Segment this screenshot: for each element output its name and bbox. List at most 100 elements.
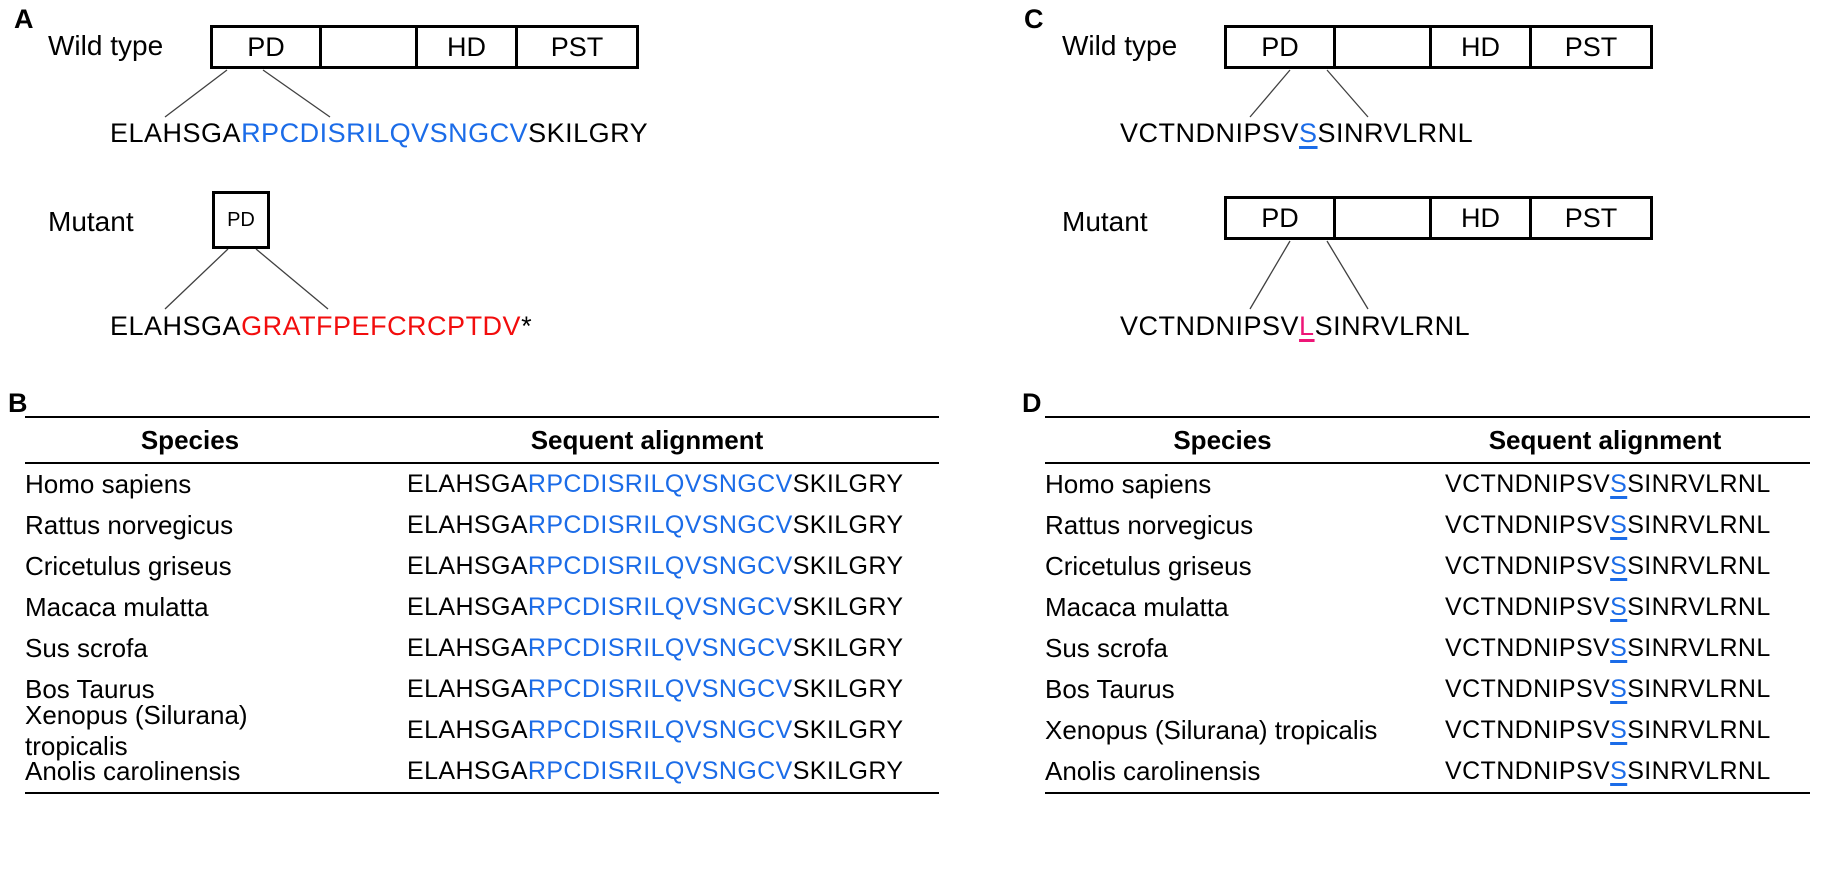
- panel-a-wildtype-label: Wild type: [48, 30, 164, 61]
- table-row: Homo sapiens ELAHSGARPCDISRILQVSNGCVSKILG…: [25, 464, 939, 505]
- species-name: Anolis carolinensis: [25, 756, 241, 786]
- domain-cell-blank: [1333, 199, 1429, 237]
- panel-a-mutant-sequence: ELAHSGAGRATFPEFCRCPTDV*: [110, 311, 532, 342]
- sequence-prefix: ELAHSGA: [407, 757, 528, 785]
- sequence-highlight: S: [1610, 552, 1628, 580]
- sequence-highlight: S: [1610, 757, 1628, 785]
- species-name: Sus scrofa: [1045, 633, 1168, 663]
- sequence-prefix: ELAHSGA: [110, 311, 242, 341]
- sequence-suffix: SKILGRY: [792, 634, 904, 662]
- sequence-suffix: SINRVLRNL: [1627, 552, 1771, 580]
- sequence-prefix: VCTNDNIPSV: [1445, 716, 1611, 744]
- column-header-species: Species: [1173, 424, 1272, 455]
- sequence-highlight: S: [1610, 593, 1628, 621]
- species-name: Sus scrofa: [25, 633, 148, 663]
- aligned-sequence: ELAHSGARPCDISRILQVSNGCVSKILGRY: [355, 511, 939, 540]
- sequence-highlight: S: [1610, 634, 1628, 662]
- species-name: Homo sapiens: [1045, 469, 1212, 499]
- sequence-suffix: SINRVLRNL: [1627, 470, 1771, 498]
- sequence-prefix: VCTNDNIPSV: [1445, 511, 1611, 539]
- sequence-prefix: ELAHSGA: [407, 634, 528, 662]
- sequence-highlight: S: [1610, 675, 1628, 703]
- sequence-prefix: ELAHSGA: [407, 675, 528, 703]
- panel-a-label: A: [14, 4, 34, 34]
- sequence-suffix: SINRVLRNL: [1627, 593, 1771, 621]
- sequence-suffix: SKILGRY: [792, 593, 904, 621]
- sequence-prefix: ELAHSGA: [407, 552, 528, 580]
- aligned-sequence: ELAHSGARPCDISRILQVSNGCVSKILGRY: [355, 634, 939, 663]
- panel-c-mutant-sequence: VCTNDNIPSVLSINRVLRNL: [1120, 311, 1470, 342]
- domain-cell-pd: PD: [247, 31, 285, 62]
- sequence-suffix: SINRVLRNL: [1627, 675, 1771, 703]
- sequence-suffix: SINRVLRNL: [1627, 757, 1771, 785]
- sequence-suffix: SKILGRY: [792, 716, 904, 744]
- panel-c-mutant-label: Mutant: [1062, 206, 1148, 237]
- domain-cell-pst: PST: [515, 28, 636, 66]
- table-row: Bos Taurus ELAHSGARPCDISRILQVSNGCVSKILGRY: [25, 669, 939, 710]
- table-row: Homo sapiens VCTNDNIPSVSSINRVLRNL: [1045, 464, 1810, 505]
- sequence-highlight: RPCDISRILQVSNGCV: [527, 511, 793, 539]
- domain-cell-blank: [1333, 28, 1429, 66]
- species-name: Cricetulus griseus: [1045, 551, 1252, 581]
- table-body: Homo sapiens ELAHSGARPCDISRILQVSNGCVSKILG…: [25, 464, 939, 792]
- aligned-sequence: ELAHSGARPCDISRILQVSNGCVSKILGRY: [355, 470, 939, 499]
- aligned-sequence: VCTNDNIPSVSSINRVLRNL: [1400, 593, 1810, 622]
- sequence-prefix: VCTNDNIPSV: [1445, 470, 1611, 498]
- sequence-highlight: RPCDISRILQVSNGCV: [527, 552, 793, 580]
- aligned-sequence: VCTNDNIPSVSSINRVLRNL: [1400, 757, 1810, 786]
- table-row: Xenopus (Silurana) tropicalis VCTNDNIPSVS…: [1045, 710, 1810, 751]
- alignment-table-d: Species Sequent alignment Homo sapiens VC…: [1045, 416, 1810, 794]
- aligned-sequence: ELAHSGARPCDISRILQVSNGCVSKILGRY: [355, 552, 939, 581]
- sequence-highlight: RPCDISRILQVSNGCV: [241, 118, 529, 148]
- sequence-prefix: ELAHSGA: [407, 470, 528, 498]
- phospho-site-residue: S: [1299, 118, 1318, 148]
- sequence-suffix: SINRVLRNL: [1627, 634, 1771, 662]
- domain-cell-hd: HD: [1429, 28, 1529, 66]
- aligned-sequence: ELAHSGARPCDISRILQVSNGCVSKILGRY: [355, 757, 939, 786]
- aligned-sequence: VCTNDNIPSVSSINRVLRNL: [1400, 716, 1810, 745]
- aligned-sequence: ELAHSGARPCDISRILQVSNGCVSKILGRY: [355, 593, 939, 622]
- stop-codon-asterisk: *: [521, 311, 533, 341]
- aligned-sequence: VCTNDNIPSVSSINRVLRNL: [1400, 634, 1810, 663]
- sequence-prefix: VCTNDNIPSV: [1445, 552, 1611, 580]
- sequence-highlight: S: [1610, 716, 1628, 744]
- panel-c-wildtype-sequence: VCTNDNIPSVSSINRVLRNL: [1120, 118, 1473, 149]
- aligned-sequence: ELAHSGARPCDISRILQVSNGCVSKILGRY: [355, 675, 939, 704]
- sequence-highlight: S: [1610, 511, 1628, 539]
- table-row: Sus scrofa VCTNDNIPSVSSINRVLRNL: [1045, 628, 1810, 669]
- sequence-prefix: ELAHSGA: [407, 511, 528, 539]
- sequence-suffix: SKILGRY: [528, 118, 649, 148]
- species-name: Xenopus (Silurana) tropicalis: [1045, 715, 1378, 745]
- sequence-suffix: SINRVLRNL: [1314, 311, 1471, 341]
- column-header-species: Species: [140, 424, 240, 455]
- sequence-prefix: VCTNDNIPSV: [1120, 311, 1300, 341]
- sequence-suffix: SINRVLRNL: [1627, 511, 1771, 539]
- table-row: Anolis carolinensis ELAHSGARPCDISRILQVSNG…: [25, 751, 939, 792]
- aligned-sequence: ELAHSGARPCDISRILQVSNGCVSKILGRY: [355, 716, 939, 745]
- sequence-highlight: RPCDISRILQVSNGCV: [527, 716, 793, 744]
- species-name: Anolis carolinensis: [1045, 756, 1261, 786]
- mutated-residue: L: [1299, 311, 1315, 341]
- sequence-prefix: VCTNDNIPSV: [1445, 593, 1611, 621]
- species-name: Cricetulus griseus: [25, 551, 232, 581]
- sequence-prefix: VCTNDNIPSV: [1445, 634, 1611, 662]
- table-row: Macaca mulatta ELAHSGARPCDISRILQVSNGCVSKI…: [25, 587, 939, 628]
- sequence-highlight: RPCDISRILQVSNGCV: [527, 675, 793, 703]
- panel-c-mutant-domain-bar: PD HD PST: [1224, 196, 1653, 240]
- domain-cell-hd: HD: [415, 28, 515, 66]
- table-row: Xenopus (Silurana) tropicalis ELAHSGARPCD…: [25, 700, 939, 761]
- column-header-alignment: Sequent alignment: [1488, 424, 1722, 455]
- sequence-suffix: SKILGRY: [792, 511, 904, 539]
- sequence-highlight: RPCDISRILQVSNGCV: [527, 757, 793, 785]
- sequence-highlight: RPCDISRILQVSNGCV: [527, 634, 793, 662]
- table-row: Cricetulus griseus ELAHSGARPCDISRILQVSNGC…: [25, 546, 939, 587]
- species-name: Bos Taurus: [1045, 674, 1175, 704]
- sequence-suffix: SKILGRY: [792, 675, 904, 703]
- sequence-prefix: ELAHSGA: [407, 716, 528, 744]
- sequence-suffix: SINRVLRNL: [1627, 716, 1771, 744]
- species-name: Bos Taurus: [25, 674, 155, 704]
- panel-a-mutant-domain-box: PD: [212, 191, 270, 249]
- table-row: Macaca mulatta VCTNDNIPSVSSINRVLRNL: [1045, 587, 1810, 628]
- column-header-alignment: Sequent alignment: [530, 424, 764, 455]
